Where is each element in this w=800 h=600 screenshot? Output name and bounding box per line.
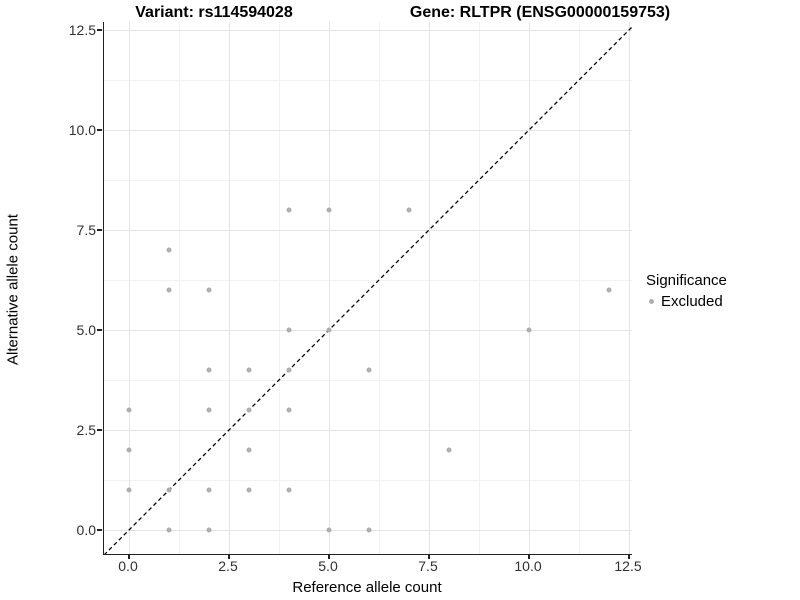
data-point — [286, 327, 292, 333]
y-axis-tick — [97, 29, 102, 31]
data-point — [206, 527, 212, 533]
y-tick-label: 10.0 — [68, 122, 96, 138]
x-tick-label: 0.0 — [118, 558, 138, 574]
major-gridline-v — [229, 22, 230, 554]
minor-gridline-v — [479, 22, 480, 554]
y-tick-label: 12.5 — [68, 22, 96, 38]
data-point — [246, 487, 252, 493]
y-tick-label: 0.0 — [76, 522, 96, 538]
legend-item-label: Excluded — [661, 293, 723, 310]
minor-gridline-v — [179, 22, 180, 554]
data-point — [526, 327, 532, 333]
major-gridline-v — [529, 22, 530, 554]
data-point — [126, 407, 132, 413]
plot-panel — [103, 22, 632, 555]
x-tick-label: 12.5 — [614, 558, 642, 574]
minor-gridline-h — [104, 80, 632, 81]
y-tick-label: 7.5 — [76, 222, 96, 238]
data-point — [206, 287, 212, 293]
y-tick-label: 2.5 — [76, 422, 96, 438]
legend-title: Significance — [646, 272, 727, 289]
legend-item: Excluded — [646, 293, 727, 310]
data-point — [246, 447, 252, 453]
minor-gridline-h — [104, 380, 632, 381]
major-gridline-h — [104, 230, 632, 231]
data-point — [406, 207, 412, 213]
data-point — [446, 447, 452, 453]
data-point — [126, 487, 132, 493]
data-point — [206, 407, 212, 413]
data-point — [326, 207, 332, 213]
major-gridline-h — [104, 330, 632, 331]
x-axis-tick — [528, 554, 530, 559]
x-tick-label: 5.0 — [318, 558, 338, 574]
legend-items: Excluded — [646, 293, 727, 310]
x-axis-title: Reference allele count — [292, 579, 442, 596]
data-point — [286, 367, 292, 373]
major-gridline-v — [329, 22, 330, 554]
x-axis-tick — [428, 554, 430, 559]
y-axis-tick — [97, 229, 102, 231]
major-gridline-v — [629, 22, 630, 554]
data-point — [166, 247, 172, 253]
plot-title-gene: Gene: RLTPR (ENSG00000159753) — [409, 4, 671, 21]
minor-gridline-h — [104, 280, 632, 281]
y-axis-tick — [97, 129, 102, 131]
x-axis-tick — [328, 554, 330, 559]
minor-gridline-h — [104, 480, 632, 481]
minor-gridline-v — [579, 22, 580, 554]
legend: Significance Excluded — [646, 272, 727, 310]
data-point — [166, 287, 172, 293]
major-gridline-v — [429, 22, 430, 554]
x-tick-label: 2.5 — [218, 558, 238, 574]
major-gridline-h — [104, 130, 632, 131]
data-point — [366, 527, 372, 533]
major-gridline-h — [104, 430, 632, 431]
legend-point-icon — [649, 299, 654, 304]
data-point — [286, 487, 292, 493]
x-axis-tick — [128, 554, 130, 559]
x-axis-tick — [628, 554, 630, 559]
data-point — [326, 527, 332, 533]
x-axis-tick — [228, 554, 230, 559]
y-axis-tick — [97, 329, 102, 331]
data-point — [246, 407, 252, 413]
y-axis-tick — [97, 529, 102, 531]
y-axis-tick — [97, 429, 102, 431]
minor-gridline-v — [379, 22, 380, 554]
y-axis-title: Alternative allele count — [4, 214, 22, 365]
data-point — [286, 407, 292, 413]
major-gridline-h — [104, 30, 632, 31]
minor-gridline-v — [279, 22, 280, 554]
data-point — [606, 287, 612, 293]
identity-line — [104, 26, 632, 554]
data-point — [366, 367, 372, 373]
minor-gridline-h — [104, 180, 632, 181]
data-point — [206, 367, 212, 373]
data-point — [126, 447, 132, 453]
data-point — [206, 487, 212, 493]
plot-title-variant: Variant: rs114594028 — [135, 4, 293, 21]
data-point — [286, 207, 292, 213]
y-tick-label: 5.0 — [76, 322, 96, 338]
major-gridline-v — [129, 22, 130, 554]
data-point — [326, 327, 332, 333]
x-tick-label: 10.0 — [514, 558, 542, 574]
data-point — [166, 487, 172, 493]
x-tick-label: 7.5 — [418, 558, 438, 574]
data-point — [166, 527, 172, 533]
data-point — [246, 367, 252, 373]
